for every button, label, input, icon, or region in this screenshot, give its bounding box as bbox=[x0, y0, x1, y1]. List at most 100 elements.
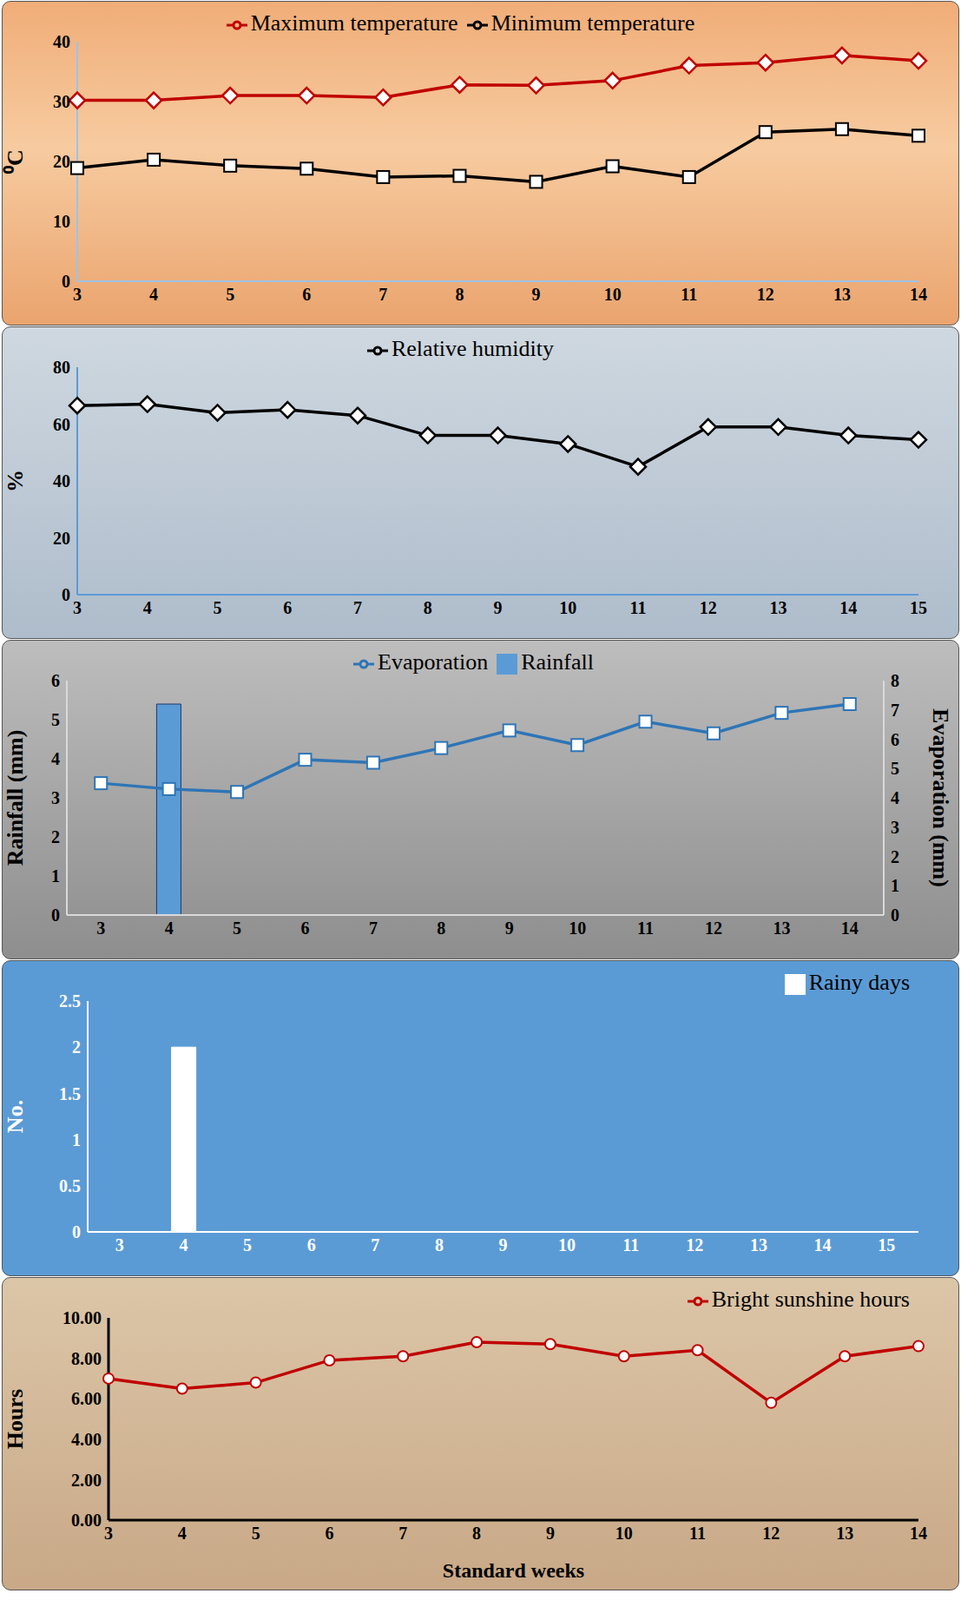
svg-text:5: 5 bbox=[890, 758, 900, 778]
svg-text:12: 12 bbox=[756, 284, 775, 304]
svg-text:0: 0 bbox=[61, 585, 71, 605]
svg-text:4: 4 bbox=[890, 788, 900, 808]
svg-text:3: 3 bbox=[72, 284, 82, 304]
svg-text:2: 2 bbox=[72, 1037, 81, 1057]
svg-text:Rainfall (mm): Rainfall (mm) bbox=[2, 730, 28, 867]
svg-text:7: 7 bbox=[398, 1523, 408, 1543]
svg-text:10: 10 bbox=[604, 284, 622, 304]
svg-text:9: 9 bbox=[493, 598, 503, 618]
svg-text:6: 6 bbox=[300, 918, 310, 938]
svg-text:4: 4 bbox=[164, 918, 174, 938]
svg-text:⁰C: ⁰C bbox=[2, 149, 28, 174]
svg-text:10: 10 bbox=[558, 1235, 576, 1255]
svg-text:5: 5 bbox=[243, 1235, 252, 1255]
svg-text:10: 10 bbox=[568, 918, 586, 938]
svg-text:0.00: 0.00 bbox=[71, 1510, 102, 1530]
svg-text:3: 3 bbox=[72, 598, 82, 618]
svg-text:4: 4 bbox=[178, 1235, 188, 1255]
svg-text:3: 3 bbox=[51, 788, 60, 808]
svg-text:11: 11 bbox=[630, 598, 647, 618]
svg-text:80: 80 bbox=[52, 357, 71, 377]
svg-text:0: 0 bbox=[51, 905, 60, 925]
svg-text:5: 5 bbox=[251, 1523, 261, 1543]
svg-text:14: 14 bbox=[839, 598, 857, 618]
svg-text:8: 8 bbox=[423, 598, 433, 618]
svg-text:5: 5 bbox=[213, 598, 223, 618]
svg-text:4: 4 bbox=[177, 1523, 187, 1543]
svg-text:7: 7 bbox=[368, 918, 378, 938]
svg-text:20: 20 bbox=[52, 151, 71, 172]
svg-text:11: 11 bbox=[622, 1235, 639, 1255]
svg-text:13: 13 bbox=[772, 918, 790, 938]
svg-text:8: 8 bbox=[454, 284, 464, 304]
svg-text:Standard weeks: Standard weeks bbox=[442, 1559, 585, 1582]
svg-text:1: 1 bbox=[890, 875, 900, 896]
svg-text:0.5: 0.5 bbox=[59, 1176, 81, 1196]
svg-text:10: 10 bbox=[559, 598, 577, 618]
svg-text:10: 10 bbox=[52, 211, 71, 231]
svg-text:2: 2 bbox=[51, 827, 60, 847]
svg-text:1.5: 1.5 bbox=[59, 1084, 81, 1104]
svg-text:3: 3 bbox=[104, 1523, 113, 1543]
svg-text:%: % bbox=[2, 469, 28, 493]
svg-text:5: 5 bbox=[232, 918, 242, 938]
svg-text:13: 13 bbox=[833, 284, 851, 304]
svg-text:9: 9 bbox=[505, 918, 514, 938]
svg-text:8.00: 8.00 bbox=[71, 1349, 102, 1369]
svg-text:0: 0 bbox=[61, 271, 71, 291]
svg-text:15: 15 bbox=[877, 1235, 896, 1255]
svg-text:9: 9 bbox=[532, 284, 541, 304]
svg-text:3: 3 bbox=[890, 817, 900, 837]
svg-text:13: 13 bbox=[835, 1523, 854, 1543]
svg-text:10.00: 10.00 bbox=[62, 1308, 102, 1328]
svg-text:4.00: 4.00 bbox=[71, 1429, 102, 1449]
svg-text:6: 6 bbox=[890, 730, 900, 750]
svg-text:0: 0 bbox=[72, 1222, 81, 1242]
svg-text:40: 40 bbox=[52, 471, 71, 491]
svg-text:7: 7 bbox=[890, 700, 900, 720]
svg-text:0: 0 bbox=[890, 905, 900, 925]
svg-text:14: 14 bbox=[841, 918, 859, 938]
svg-text:4: 4 bbox=[51, 749, 60, 769]
svg-text:11: 11 bbox=[689, 1523, 706, 1543]
svg-text:Hours: Hours bbox=[2, 1388, 28, 1449]
svg-text:12: 12 bbox=[762, 1523, 780, 1543]
svg-text:1: 1 bbox=[72, 1130, 81, 1150]
svg-text:7: 7 bbox=[353, 598, 363, 618]
svg-text:12: 12 bbox=[699, 598, 718, 618]
svg-text:20: 20 bbox=[52, 528, 71, 548]
svg-text:5: 5 bbox=[51, 710, 60, 730]
svg-text:40: 40 bbox=[52, 32, 71, 52]
svg-text:1: 1 bbox=[51, 866, 60, 886]
svg-text:11: 11 bbox=[637, 918, 654, 938]
svg-text:15: 15 bbox=[909, 598, 928, 618]
svg-text:2.5: 2.5 bbox=[59, 991, 81, 1011]
svg-text:12: 12 bbox=[704, 918, 723, 938]
svg-text:6.00: 6.00 bbox=[71, 1388, 102, 1409]
svg-text:6: 6 bbox=[324, 1523, 334, 1543]
svg-text:4: 4 bbox=[149, 284, 158, 304]
svg-text:30: 30 bbox=[52, 92, 71, 112]
svg-text:8: 8 bbox=[434, 1235, 444, 1255]
svg-text:13: 13 bbox=[770, 598, 788, 618]
svg-text:4: 4 bbox=[143, 598, 152, 618]
svg-text:12: 12 bbox=[685, 1235, 704, 1255]
svg-text:6: 6 bbox=[283, 598, 292, 618]
svg-text:10: 10 bbox=[615, 1523, 633, 1543]
svg-text:8: 8 bbox=[436, 918, 446, 938]
svg-text:9: 9 bbox=[499, 1235, 508, 1255]
svg-text:Evaporation (mm): Evaporation (mm) bbox=[928, 708, 954, 888]
svg-text:60: 60 bbox=[52, 414, 71, 435]
svg-text:6: 6 bbox=[307, 1235, 316, 1255]
svg-text:6: 6 bbox=[302, 284, 311, 304]
svg-text:No.: No. bbox=[2, 1099, 28, 1133]
svg-text:7: 7 bbox=[378, 284, 388, 304]
svg-text:3: 3 bbox=[96, 918, 106, 938]
svg-text:11: 11 bbox=[680, 284, 698, 304]
svg-text:6: 6 bbox=[51, 671, 60, 691]
svg-text:2.00: 2.00 bbox=[71, 1470, 102, 1490]
svg-text:9: 9 bbox=[546, 1523, 555, 1543]
svg-text:3: 3 bbox=[115, 1235, 125, 1255]
svg-text:7: 7 bbox=[370, 1235, 380, 1255]
svg-text:5: 5 bbox=[225, 284, 235, 304]
